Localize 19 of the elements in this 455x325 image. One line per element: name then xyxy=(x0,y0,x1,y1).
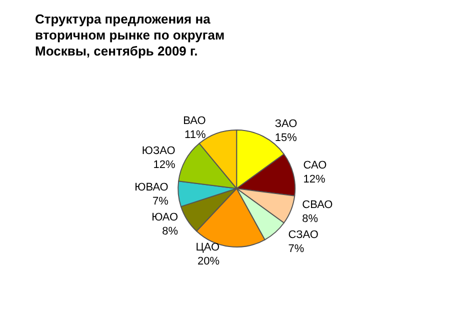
slice-label: ЗАО xyxy=(274,118,298,130)
data-label: 12% xyxy=(303,173,326,186)
slice-label: ЮВАО xyxy=(134,182,169,194)
data-label: 7% xyxy=(152,196,169,208)
data-label: 20% xyxy=(197,256,220,268)
slice-label: САО xyxy=(303,159,328,172)
data-label: 8% xyxy=(302,213,318,226)
slice-label: СЗАО xyxy=(288,229,319,242)
chart-title: Структура предложения на вторичном рынке по округам Москвы, сентябрь 2009 г. xyxy=(35,12,228,58)
slice-label: ЮЗАО xyxy=(142,144,176,157)
slice-label: СВАО xyxy=(302,199,334,212)
slice-label: ЦАО xyxy=(196,242,220,254)
slice-label: ЮАО xyxy=(152,212,179,224)
data-label: 12% xyxy=(153,158,176,171)
data-label: 15% xyxy=(274,132,298,144)
data-label: 11% xyxy=(184,128,206,141)
data-label: 8% xyxy=(162,226,178,238)
slice-label: ВАО xyxy=(183,114,206,127)
data-label: 7% xyxy=(288,243,304,256)
